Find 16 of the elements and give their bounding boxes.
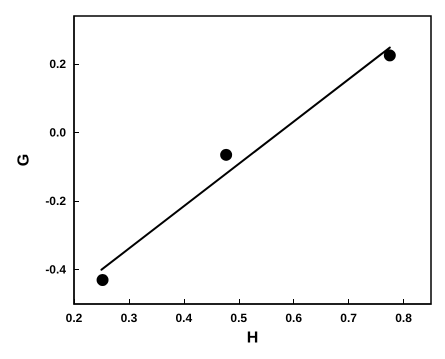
- x-tick-label: 0.3: [120, 311, 138, 325]
- point: [384, 49, 396, 62]
- point: [220, 148, 232, 161]
- point: [96, 274, 109, 286]
- y-tick-label: 0.2: [49, 57, 66, 71]
- x-tick-label: 0.8: [395, 311, 412, 325]
- y-tick-label: -0.4: [45, 262, 66, 277]
- y-axis-title: G: [16, 154, 32, 166]
- y-tick-label: -0.2: [45, 194, 66, 208]
- x-tick-label: 0.2: [66, 311, 83, 325]
- x-tick-label: 0.7: [340, 311, 358, 325]
- x-tick-label: 0.5: [230, 311, 248, 325]
- x-tick-label: 0.4: [176, 311, 193, 325]
- y-tick-label: 0.0: [49, 126, 66, 140]
- x-axis-title: H: [246, 330, 258, 346]
- x-tick-label: 0.6: [285, 311, 302, 325]
